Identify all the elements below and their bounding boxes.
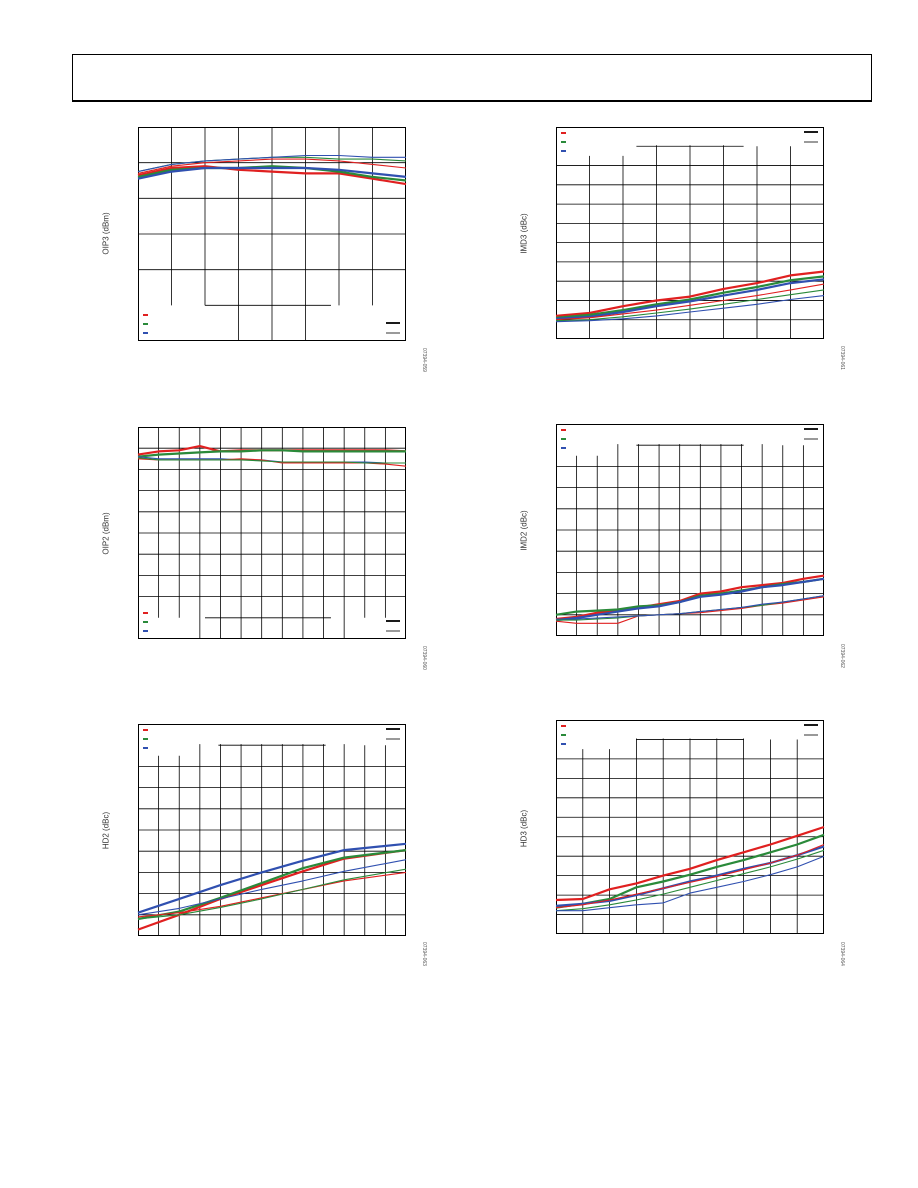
page-header-box xyxy=(72,54,872,102)
series-line-green-thick xyxy=(137,165,407,182)
chart-hd2-plot xyxy=(137,724,407,936)
chart-oip2-figure-id: 07394-060 xyxy=(421,646,427,670)
chart-oip3-figure-id: 07394-059 xyxy=(421,348,427,372)
chart-oip2 xyxy=(137,427,407,639)
chart-oip3-plot xyxy=(137,127,407,341)
series-line-blue-thick xyxy=(555,278,825,320)
chart-imd3-plot xyxy=(555,127,825,339)
chart-hd3-plot xyxy=(555,720,825,934)
chart-imd3 xyxy=(555,127,825,339)
series-line-green-thin xyxy=(555,289,825,322)
series-line-red-thin xyxy=(555,283,825,321)
series-line-green-thin xyxy=(555,849,825,912)
chart-imd2-plot xyxy=(555,424,825,636)
series-line-red-thick xyxy=(555,270,825,317)
series-line-blue-thin xyxy=(556,595,825,620)
series-line-green-thick xyxy=(137,449,406,458)
series-line-blue-thin xyxy=(137,859,407,916)
chart-imd3-figure-id: 07394-061 xyxy=(839,346,845,370)
series-line-green-thin xyxy=(137,868,407,920)
series-line-red-thick xyxy=(137,165,407,186)
chart-oip3-ylabel: OIP3 (dBm) xyxy=(101,212,111,255)
series-line-red-thin xyxy=(555,843,825,909)
series-line-blue-thin xyxy=(555,295,825,323)
chart-imd2-figure-id: 07394-062 xyxy=(839,644,845,668)
chart-hd3 xyxy=(555,720,825,934)
chart-oip2-ylabel: OIP2 (dBm) xyxy=(101,512,111,555)
series-line-red-thin xyxy=(137,158,407,174)
series-line-green-thick xyxy=(137,849,407,921)
series-line-green-thin xyxy=(137,457,406,464)
chart-hd2 xyxy=(137,724,407,936)
series-line-blue-thick xyxy=(555,577,825,622)
series-line-blue-thin xyxy=(556,855,825,912)
series-line-green-thick xyxy=(555,833,825,909)
series-line-blue-thick xyxy=(137,842,407,914)
series-line-red-thick xyxy=(555,825,825,902)
chart-oip2-plot xyxy=(137,427,407,639)
chart-imd2 xyxy=(555,424,825,636)
series-line-red-thick xyxy=(137,849,407,931)
chart-hd3-ylabel: HD3 (dBc) xyxy=(519,809,529,848)
series-line-blue-thick xyxy=(137,166,407,180)
series-line-red-thick xyxy=(555,574,825,621)
chart-hd2-ylabel: HD2 (dBc) xyxy=(101,811,111,850)
chart-hd2-figure-id: 07394-063 xyxy=(421,942,427,966)
series-line-green-thick xyxy=(555,275,825,319)
series-line-red-thin xyxy=(137,871,407,918)
chart-oip3 xyxy=(137,127,407,341)
series-line-blue-thin xyxy=(137,154,406,173)
chart-imd3-ylabel: IMD3 (dBc) xyxy=(519,213,529,254)
chart-imd2-ylabel: IMD2 (dBc) xyxy=(519,510,529,551)
chart-hd3-figure-id: 07394-064 xyxy=(839,942,845,966)
